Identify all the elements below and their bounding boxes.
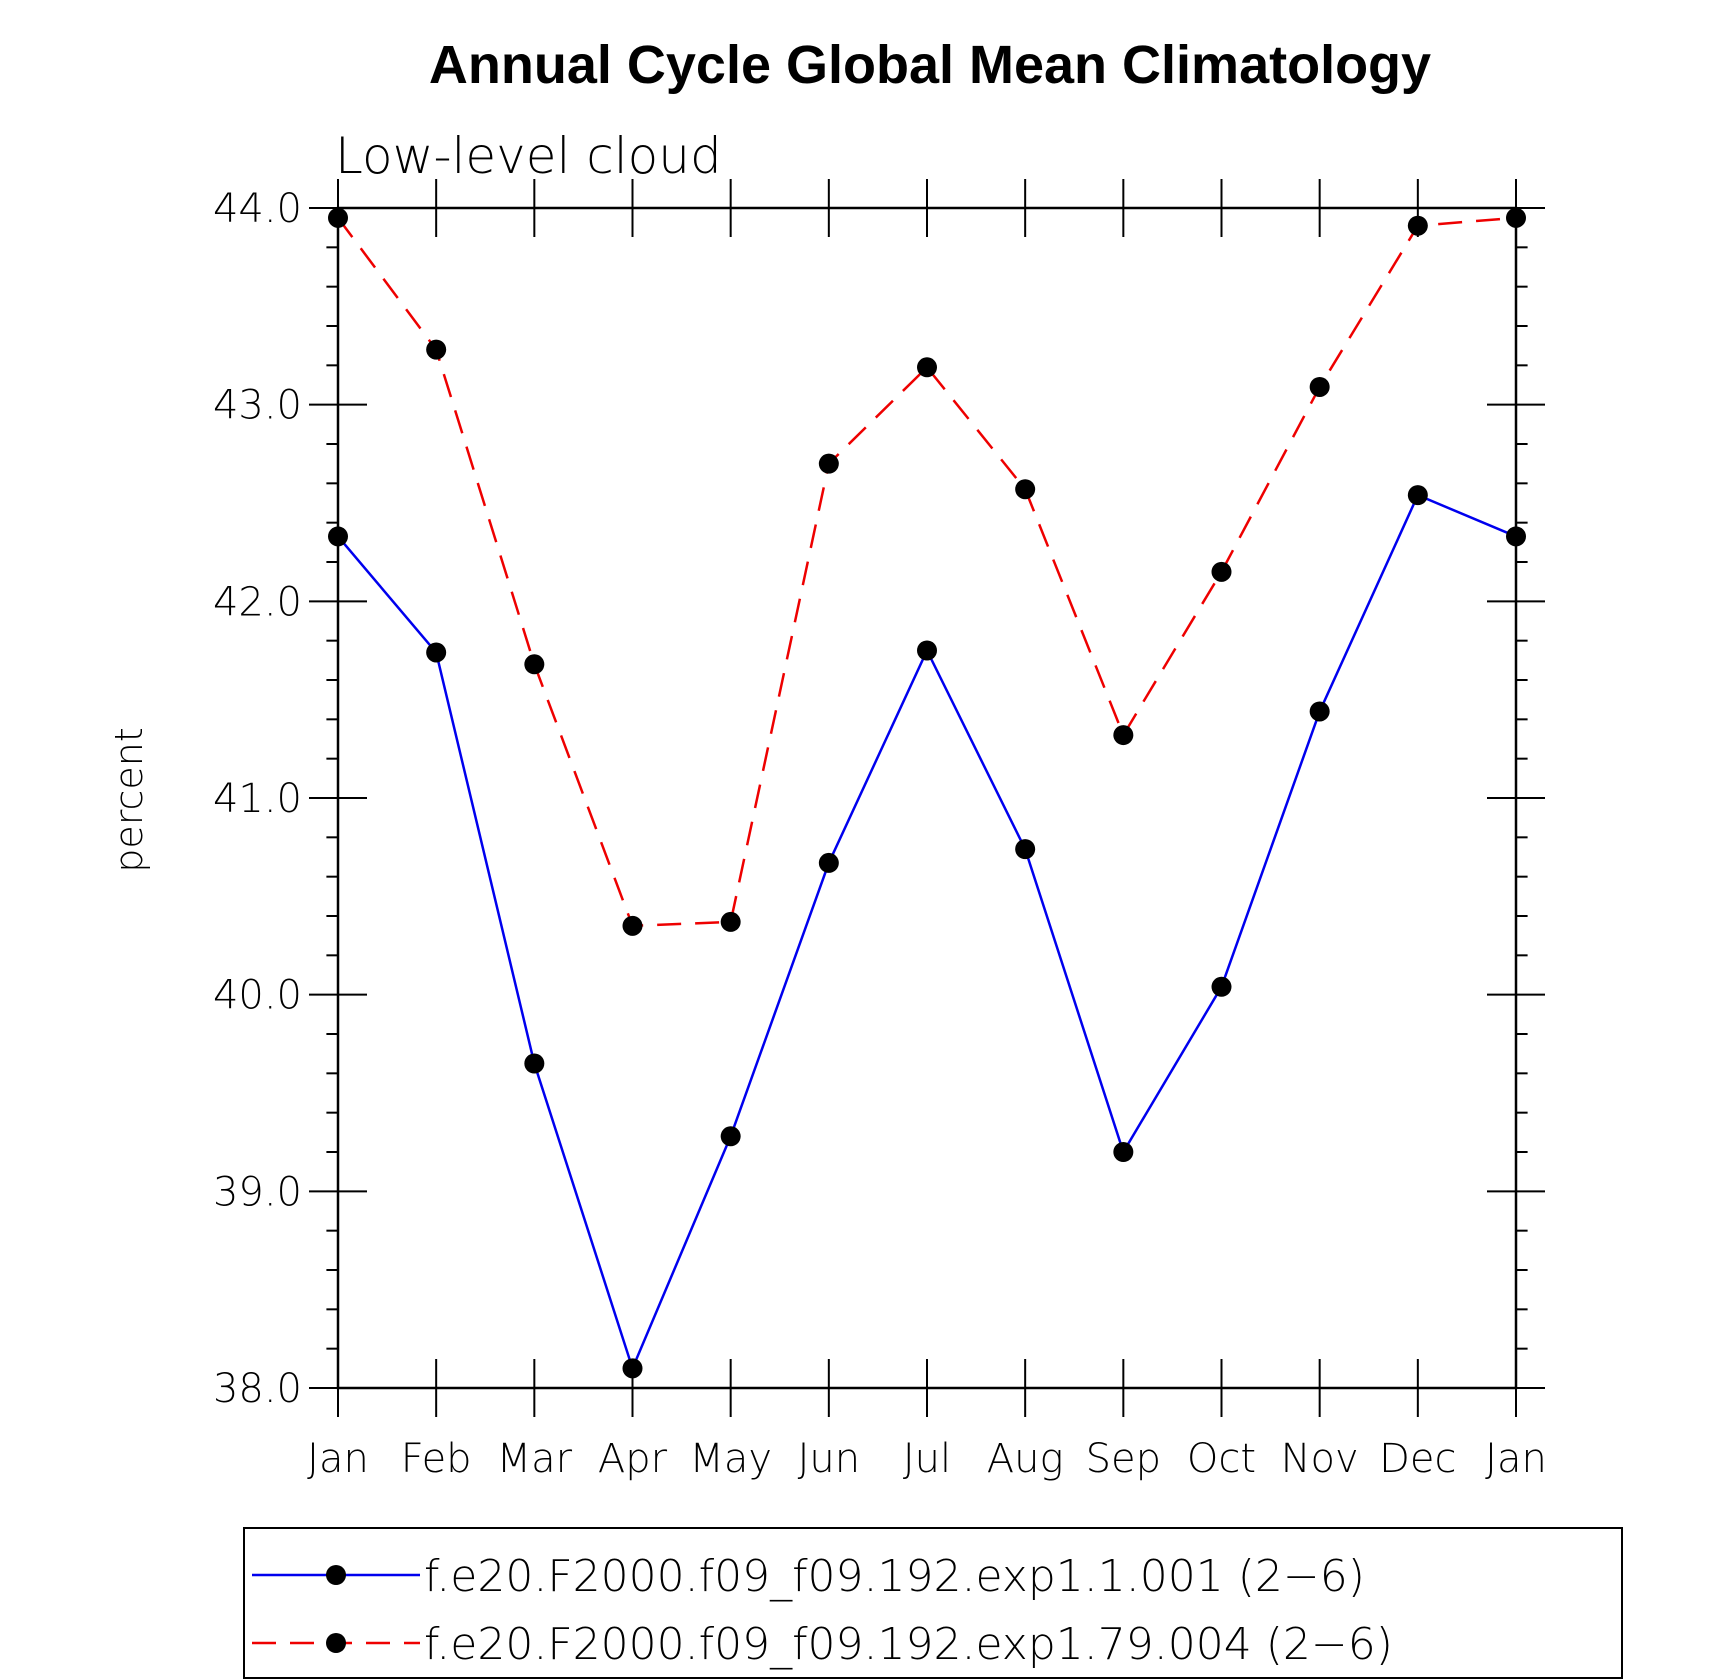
x-tick-label: Mar [497,1436,573,1482]
data-point [426,642,447,663]
data-point [328,207,348,228]
legend-marker [326,1565,346,1585]
legend-entry: f.e20.F2000.f09_f09.192.exp1.1.001 (2−6) [252,1551,1365,1602]
data-point [1407,485,1428,506]
x-tick-label: Sep [1086,1436,1161,1482]
data-point [917,640,937,661]
legend-box [243,1527,1623,1679]
y-tick-label: 41.0 [213,776,302,822]
data-point [1309,701,1330,722]
legend: f.e20.F2000.f09_f09.192.exp1.1.001 (2−6)… [243,1527,1623,1679]
y-tick-label: 39.0 [213,1169,302,1215]
data-point [1113,725,1134,746]
data-point [818,453,839,474]
y-tick-label: 38.0 [213,1366,302,1412]
data-point [1015,479,1036,500]
series-line [336,216,1517,928]
data-point [1309,376,1330,397]
data-point [622,915,643,936]
x-tick-label: Feb [401,1436,472,1482]
chart-subtitle: Low-level cloud [335,127,722,185]
data-point [328,526,348,547]
data-point [1211,976,1232,997]
x-tick-label: Oct [1187,1436,1256,1482]
legend-entry: f.e20.F2000.f09_f09.192.exp1.79.004 (2−6… [252,1619,1393,1670]
data-point [1506,207,1526,228]
axes: 38.0 39.0 40.0 41.0 42.0 43.0 44.0 Jan Feb Mar Apr… [213,179,1547,1482]
data-point [426,339,447,360]
data-point [1211,561,1232,582]
data-point [720,1126,741,1147]
data-point [1506,526,1526,547]
data-point [1015,839,1036,860]
x-tick-label: Jan [1485,1436,1547,1482]
x-tick-label: Jul [903,1436,951,1482]
series-group [328,207,1526,1379]
legend-marker [326,1633,346,1653]
legend-label: f.e20.F2000.f09_f09.192.exp1.1.001 (2−6) [424,1551,1365,1602]
y-axis-label: percent [107,727,151,873]
legend-label: f.e20.F2000.f09_f09.192.exp1.79.004 (2−6… [424,1619,1393,1670]
x-tick-label: Jan [307,1436,369,1482]
plot-frame [336,206,1518,1390]
series-2 [328,207,1526,936]
x-tick-label: Aug [987,1436,1064,1482]
data-point [622,1358,643,1379]
y-tick-label: 43.0 [213,383,302,429]
x-tick-label: Jun [798,1436,861,1482]
data-point [917,357,937,378]
series-line [337,493,1517,1372]
x-tick-label: Apr [598,1436,668,1482]
x-tick-label: Nov [1281,1436,1359,1482]
y-tick-label: 42.0 [213,579,302,625]
x-tick-label: Dec [1379,1436,1456,1482]
data-point [1407,215,1428,236]
data-point [818,852,839,873]
data-point [524,1053,545,1074]
data-point [720,911,741,932]
y-tick-label: 40.0 [213,973,302,1019]
series-1 [328,485,1526,1379]
y-tick-label: 44.0 [213,186,302,232]
chart-title: Annual Cycle Global Mean Climatology [429,35,1431,95]
x-tick-label: May [689,1436,772,1482]
data-point [1113,1142,1134,1162]
data-point [524,654,545,675]
